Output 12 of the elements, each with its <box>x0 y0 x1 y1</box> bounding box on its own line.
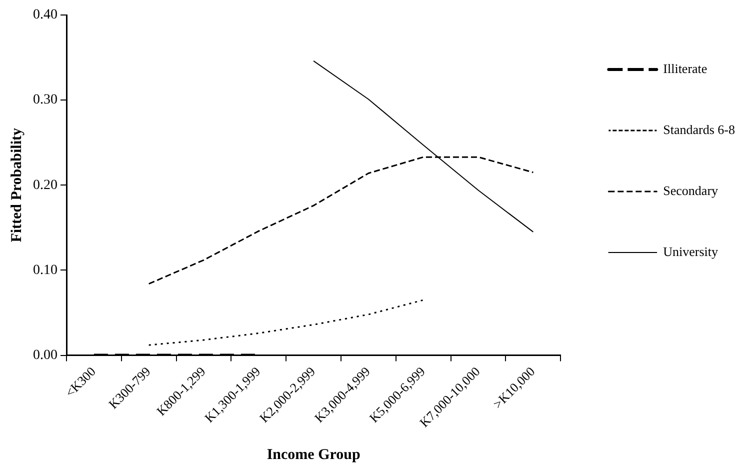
y-tick-label: 0.20 <box>33 178 58 193</box>
legend-label: Secondary <box>663 182 719 198</box>
x-axis-title: Income Group <box>266 446 360 463</box>
legend-label: Standards 6-8 <box>663 122 736 137</box>
y-axis-title: Fitted Probability <box>8 128 25 242</box>
y-tick-label: 0.00 <box>33 348 58 363</box>
y-tick-label: 0.30 <box>33 92 58 108</box>
legend-label: University <box>663 244 719 259</box>
y-tick-label: 0.40 <box>33 8 58 23</box>
y-tick-label: 0.10 <box>33 262 58 278</box>
legend-label: Illiterate <box>663 60 708 76</box>
line-series <box>148 299 424 346</box>
